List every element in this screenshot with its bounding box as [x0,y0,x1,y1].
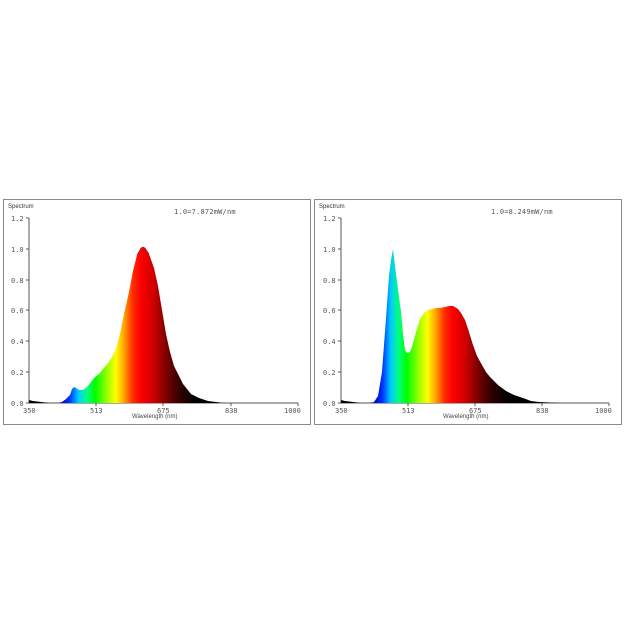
svg-text:0.6: 0.6 [323,307,336,315]
x-ticks: 350 513 675 838 1000 [23,403,301,415]
scale-note: 1.0=8.249mW/nm [491,208,553,216]
svg-text:0.4: 0.4 [11,338,24,346]
spectrum-area [29,247,298,403]
y-ticks: 1.2 1.0 0.8 0.6 0.4 0.2 0.0 [11,215,29,408]
svg-text:513: 513 [402,407,415,415]
svg-text:675: 675 [469,407,482,415]
plot-area: 1.2 1.0 0.8 0.6 0.4 0.2 0.0 350 513 675 … [323,215,612,415]
x-axis-title: Wavelength (nm) [443,414,489,420]
svg-text:838: 838 [536,407,549,415]
svg-text:350: 350 [335,407,348,415]
scale-note: 1.0=7.872mW/nm [174,208,236,216]
svg-text:1.2: 1.2 [11,215,24,223]
svg-text:0.2: 0.2 [323,369,336,377]
svg-text:1000: 1000 [595,407,612,415]
svg-text:0.6: 0.6 [11,307,24,315]
svg-text:0.0: 0.0 [323,400,336,408]
spectrum-chart-left: Spectrum 1.0=7.872mW/nm [3,199,311,425]
svg-text:1.0: 1.0 [11,246,24,254]
svg-text:0.8: 0.8 [323,277,336,285]
svg-text:1.2: 1.2 [323,215,336,223]
x-ticks: 350 513 675 838 1000 [335,403,612,415]
svg-text:513: 513 [90,407,103,415]
svg-text:0.8: 0.8 [11,277,24,285]
spectrum-chart-right: Spectrum 1.0=8.249mW/nm [314,199,622,425]
svg-text:350: 350 [23,407,36,415]
svg-text:1.0: 1.0 [323,246,336,254]
plot-area: 1.2 1.0 0.8 0.6 0.4 0.2 0.0 350 513 675 … [11,215,301,415]
y-ticks: 1.2 1.0 0.8 0.6 0.4 0.2 0.0 [323,215,341,408]
svg-text:675: 675 [157,407,170,415]
svg-text:0.4: 0.4 [323,338,336,346]
svg-text:0.2: 0.2 [11,369,24,377]
x-axis-title: Wavelength (nm) [132,414,178,420]
y-axis-title: Spectrum [8,204,34,210]
spectrum-area [341,249,609,403]
svg-text:838: 838 [225,407,238,415]
y-axis-title: Spectrum [319,204,345,210]
svg-text:0.0: 0.0 [11,400,24,408]
svg-text:1000: 1000 [284,407,301,415]
